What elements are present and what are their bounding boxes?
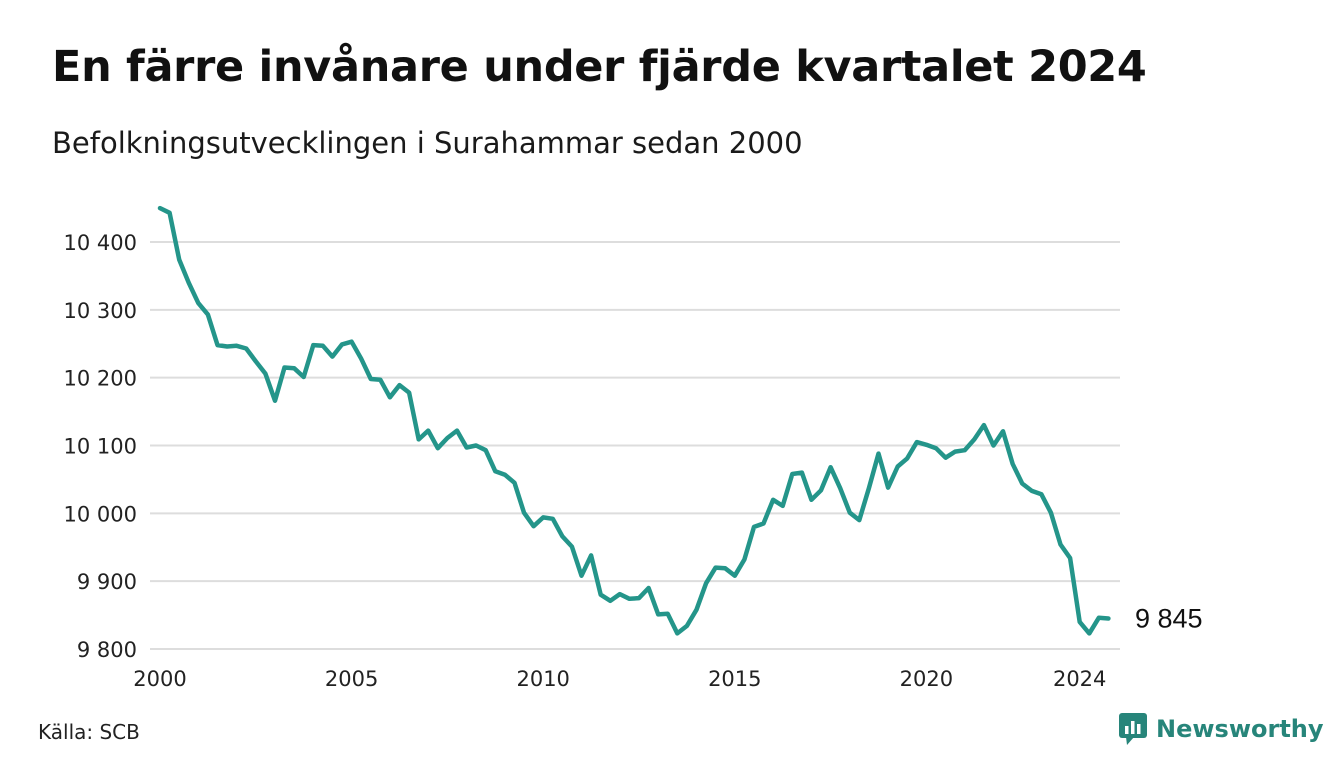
y-tick-label: 10 300 — [64, 299, 137, 323]
x-tick-label: 2024 — [1053, 667, 1106, 691]
y-tick-label: 10 000 — [64, 502, 137, 526]
source-note: Källa: SCB — [38, 720, 140, 744]
line-chart: 9 800 9 900 10 000 10 100 10 200 10 300 10 400… — [64, 205, 1203, 691]
y-tick-label: 10 200 — [64, 367, 137, 391]
brand-name: Newsworthy — [1156, 715, 1324, 743]
x-tick-label: 2020 — [900, 667, 953, 691]
x-tick-label: 2000 — [133, 667, 186, 691]
y-tick-label: 9 800 — [77, 638, 137, 662]
end-value-label: 9 845 — [1135, 603, 1203, 633]
y-tick-label: 9 900 — [77, 570, 137, 594]
y-tick-label: 10 100 — [64, 435, 137, 459]
y-tick-label: 10 400 — [64, 231, 137, 255]
chart-subtitle: Befolkningsutvecklingen i Surahammar sed… — [52, 126, 803, 160]
chart-bubble-icon — [1119, 713, 1147, 745]
population-line — [157, 205, 1111, 636]
x-tick-label: 2015 — [708, 667, 761, 691]
x-tick-label: 2005 — [325, 667, 378, 691]
chart-title: En färre invånare under fjärde kvartalet… — [52, 42, 1147, 92]
newsworthy-logo: Newsworthy — [1118, 712, 1324, 746]
x-tick-label: 2010 — [516, 667, 569, 691]
